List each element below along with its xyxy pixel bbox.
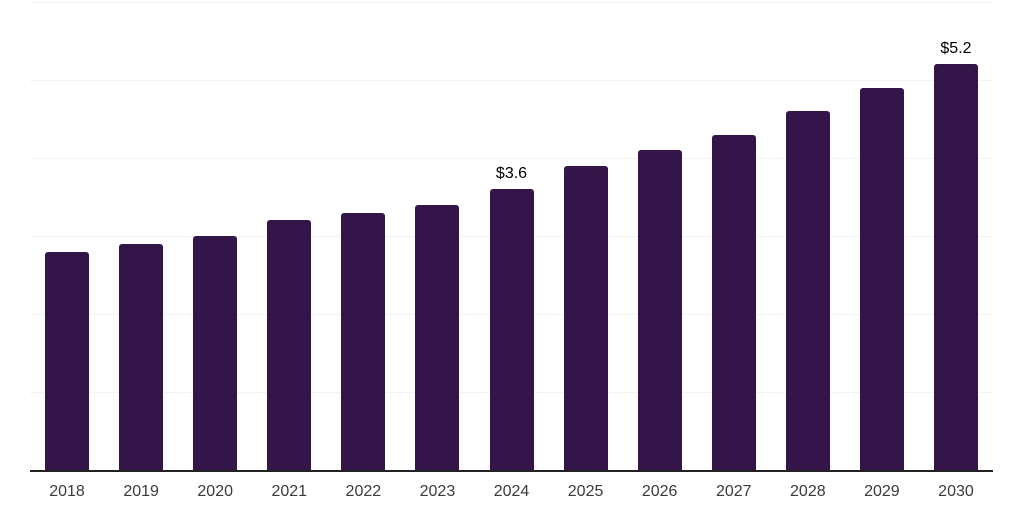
bar-slot — [178, 2, 252, 470]
bars-container: $3.6 $5.2 — [30, 2, 993, 470]
x-axis-tick-label: 2027 — [715, 483, 752, 500]
bar-slot — [30, 2, 104, 470]
x-axis-tick-label: 2030 — [938, 483, 974, 500]
bar-slot — [252, 2, 326, 470]
x-axis-tick-label: 2021 — [271, 483, 308, 500]
x-axis-tick-label: 2029 — [864, 483, 900, 500]
x-axis-tick-label: 2019 — [123, 483, 159, 500]
bar-slot — [845, 2, 919, 470]
bar — [341, 212, 386, 470]
bar-slot — [771, 2, 845, 470]
bar — [859, 87, 904, 470]
bar — [637, 150, 682, 470]
bar-slot: $3.6 — [474, 2, 548, 470]
bar — [489, 189, 534, 470]
x-axis-tick-label: 2026 — [641, 483, 678, 500]
gridline — [30, 2, 993, 3]
x-axis-tick-label: 2020 — [197, 483, 233, 500]
bar-slot — [104, 2, 178, 470]
bar — [785, 111, 830, 470]
x-axis-tick-label: 2018 — [49, 483, 85, 500]
bar-slot — [549, 2, 623, 470]
x-axis-tick-label: 2022 — [345, 483, 382, 500]
x-axis-tick-label: 2023 — [419, 483, 456, 500]
bar-value-label: $5.2 — [940, 40, 972, 58]
x-axis-tick-label: 2024 — [493, 483, 530, 500]
gridline — [30, 80, 993, 81]
x-axis-tick-labels: 2018 2019 2020 2021 2022 2023 2024 2025 2026 2027… — [30, 483, 993, 501]
bar-slot — [326, 2, 400, 470]
bar-slot — [623, 2, 697, 470]
bar-slot: $5.2 — [919, 2, 993, 470]
plot-area: $3.6 $5.2 — [30, 2, 993, 472]
bar — [563, 165, 608, 470]
bar — [933, 64, 978, 470]
bar — [45, 251, 90, 470]
bar-slot — [697, 2, 771, 470]
x-axis-tick-label: 2028 — [790, 483, 826, 500]
bar — [119, 243, 164, 470]
bar — [267, 220, 312, 470]
gridline — [30, 158, 993, 159]
bar-value-label: $3.6 — [495, 165, 528, 183]
bar — [193, 236, 238, 470]
bar-slot — [400, 2, 474, 470]
bar — [711, 134, 756, 470]
x-axis-tick-label: 2025 — [567, 483, 604, 500]
bar — [415, 204, 460, 470]
